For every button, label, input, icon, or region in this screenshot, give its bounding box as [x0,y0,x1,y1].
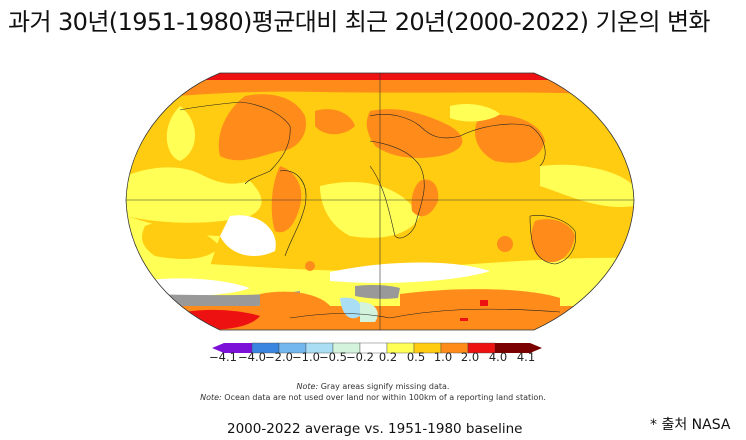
legend-tick: 1.0 [433,350,453,364]
note-missing-data: Note: Gray areas signify missing data. [0,382,746,391]
legend-tick-labels: −4.1 −4.0 −2.0 −1.0 −0.5 −0.2 0.2 0.5 1.… [209,350,550,366]
note-ocean-data: Note: Ocean data are not used over land … [0,393,746,402]
map-caption: 2000-2022 average vs. 1951-1980 baseline [227,421,523,437]
color-legend-bar [212,339,542,354]
legend-tick: −1.0 [292,350,320,364]
legend-tick: −2.0 [265,350,293,364]
legend-tick: 0.5 [406,350,426,364]
temperature-anomaly-map [120,66,640,338]
legend-tick: −4.0 [238,350,266,364]
note-label: Note: [296,382,319,391]
legend-tick: 0.2 [378,350,398,364]
page-title: 과거 30년(1951-1980)평균대비 최근 20년(2000-2022) … [8,8,711,36]
legend-tick: 4.0 [488,350,508,364]
legend-tick: 2.0 [460,350,480,364]
legend-tick: 4.1 [516,350,536,364]
legend-tick: −4.1 [209,350,237,364]
note-text: Gray areas signify missing data. [318,382,450,391]
source-credit: * 출처 NASA [650,417,731,433]
legend-tick: −0.5 [319,350,347,364]
note-text: Ocean data are not used over land nor wi… [221,393,546,402]
note-label: Note: [200,393,222,402]
legend-tick: −0.2 [346,350,374,364]
